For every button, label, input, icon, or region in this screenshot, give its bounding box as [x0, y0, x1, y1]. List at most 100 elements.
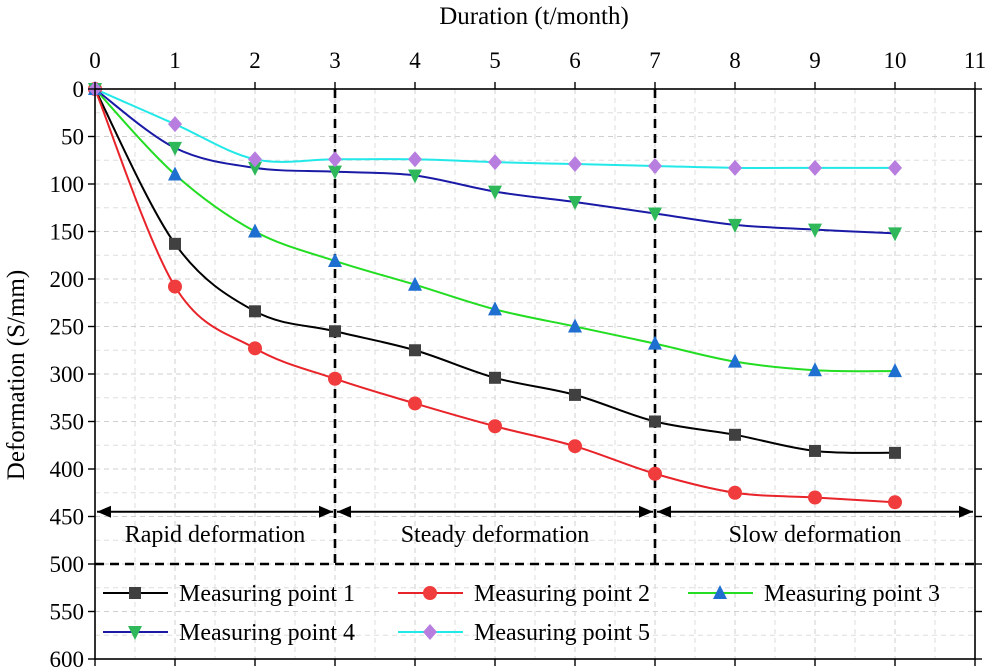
data-point-s1-7 [649, 415, 661, 428]
legend-marker-5 [423, 624, 437, 640]
phase-arrow-head-right-0 [319, 505, 333, 518]
data-point-s3-1 [168, 166, 182, 181]
y-tick-label: 400 [50, 457, 85, 482]
x-tick-label: 0 [89, 48, 101, 73]
phase-labels: Rapid deformation Steady deformation Slow … [125, 522, 902, 548]
legend-marker-3 [713, 585, 727, 599]
series-line-1 [94, 88, 896, 454]
data-point-s4-1 [168, 141, 182, 156]
data-point-s3-10 [888, 363, 902, 378]
data-point-s1-8 [729, 428, 741, 441]
y-tick-label: 600 [50, 647, 85, 672]
legend-label-2: Measuring point 2 [474, 581, 650, 607]
x-tick-label: 4 [409, 48, 421, 73]
phase-arrow-head-left-1 [337, 505, 351, 518]
series-line-3 [94, 88, 896, 373]
x-axis-title: Duration (t/month) [439, 3, 629, 30]
data-point-s4-6 [568, 196, 582, 211]
data-point-s5-7 [648, 157, 662, 174]
legend-label-3: Measuring point 3 [764, 581, 940, 607]
phase-label-1: Steady deformation [401, 522, 590, 548]
y-tick-label: 100 [50, 172, 85, 197]
data-point-s5-4 [408, 151, 422, 168]
data-point-s1-3 [329, 325, 341, 338]
data-point-s2-9 [808, 490, 822, 505]
y-tick-label: 150 [50, 220, 85, 245]
data-point-s2-5 [488, 419, 502, 434]
data-point-s4-4 [408, 169, 422, 184]
x-tick-label: 10 [884, 48, 907, 73]
data-point-s4-5 [488, 185, 502, 200]
legend-label-5: Measuring point 5 [474, 620, 650, 646]
x-tick-label: 9 [809, 48, 821, 73]
legend-marker-1 [129, 587, 141, 599]
phase-label-2: Slow deformation [729, 522, 902, 548]
data-point-s2-7 [648, 466, 662, 481]
data-point-s5-8 [728, 159, 742, 176]
data-point-s2-6 [568, 439, 582, 454]
y-tick-label: 550 [50, 600, 85, 625]
data-point-s5-2 [248, 151, 262, 168]
series-markers [88, 81, 902, 510]
data-point-s4-7 [648, 207, 662, 222]
y-axis-title: Deformation (S/mm) [3, 270, 30, 480]
y-tick-label: 450 [50, 505, 85, 530]
data-point-s2-1 [168, 279, 182, 294]
data-point-s3-8 [728, 353, 742, 368]
x-tick-label: 6 [569, 48, 581, 73]
y-tick-label: 300 [50, 362, 85, 387]
phase-label-0: Rapid deformation [125, 522, 306, 548]
y-tick-label: 200 [50, 267, 85, 292]
x-tick-label: 8 [729, 48, 741, 73]
data-point-s2-3 [328, 371, 342, 386]
data-point-s2-10 [888, 495, 902, 510]
phase-arrow-head-left-0 [97, 505, 111, 518]
data-point-s3-5 [488, 301, 502, 316]
data-point-s3-6 [568, 318, 582, 333]
data-point-s2-8 [728, 485, 742, 500]
data-point-s2-2 [248, 341, 262, 356]
x-tick-label: 7 [649, 48, 661, 73]
data-point-s3-4 [408, 276, 422, 291]
x-tick-label: 3 [329, 48, 341, 73]
data-point-s1-2 [249, 305, 261, 318]
data-point-s5-5 [488, 154, 502, 171]
data-point-s4-9 [808, 223, 822, 238]
x-tick-label: 2 [249, 48, 261, 73]
data-point-s4-8 [728, 218, 742, 233]
x-tick-label: 11 [964, 48, 986, 73]
axis-ticks: 0 1 2 3 4 5 6 7 8 9 10 11 0 50 100 150 200 250 300 350 400 45… [50, 48, 987, 672]
data-point-s3-7 [648, 335, 662, 350]
y-tick-label: 350 [50, 410, 85, 435]
data-point-s3-3 [328, 252, 342, 267]
data-point-s4-2 [248, 161, 262, 176]
data-point-s5-6 [568, 156, 582, 173]
data-point-s1-4 [409, 344, 421, 357]
x-tick-label: 5 [489, 48, 501, 73]
data-point-s1-9 [809, 444, 821, 457]
y-tick-label: 500 [50, 552, 85, 577]
phase-arrow-head-right-1 [639, 505, 653, 518]
data-point-s5-10 [888, 159, 902, 176]
data-point-s5-3 [328, 151, 342, 168]
grid [95, 89, 975, 659]
legend-marker-4 [128, 626, 142, 640]
series-line-4 [94, 88, 896, 235]
data-point-s1-5 [489, 371, 501, 384]
data-point-s4-3 [328, 165, 342, 180]
data-point-s3-2 [248, 223, 262, 238]
x-tick-label: 1 [169, 48, 181, 73]
phase-arrow-head-right-2 [959, 505, 973, 518]
y-tick-label: 50 [61, 125, 84, 150]
legend-marker-2 [423, 586, 437, 600]
data-point-s1-1 [169, 237, 181, 250]
data-point-s4-10 [888, 227, 902, 242]
phase-arrow-head-left-2 [657, 505, 671, 518]
data-point-s3-9 [808, 362, 822, 377]
data-point-s5-9 [808, 159, 822, 176]
data-point-s1-6 [569, 388, 581, 401]
legend-label-1: Measuring point 1 [179, 581, 355, 607]
legend-label-4: Measuring point 4 [179, 620, 355, 646]
data-point-s1-10 [889, 446, 901, 459]
